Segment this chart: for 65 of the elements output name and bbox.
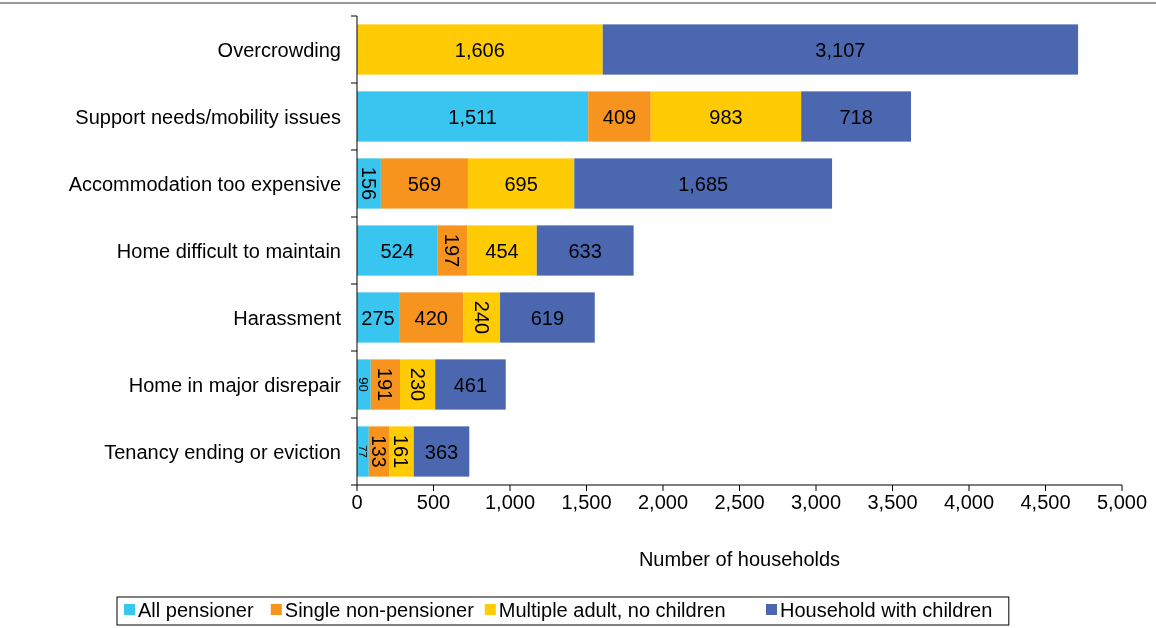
bar xyxy=(435,359,506,410)
data-label: 983 xyxy=(709,105,743,128)
bar xyxy=(380,158,468,209)
legend-label: Single non-pensioner xyxy=(284,599,475,621)
data-label: 1,685 xyxy=(678,172,729,195)
x-tick-label: 3,500 xyxy=(867,491,918,513)
data-label: 619 xyxy=(530,306,565,329)
bar xyxy=(500,292,595,343)
data-label: 524 xyxy=(380,239,414,262)
bar xyxy=(467,225,537,276)
bar xyxy=(588,91,651,142)
x-tick-label: 5,000 xyxy=(1096,491,1148,513)
x-tick-label: 1,000 xyxy=(484,491,536,513)
data-label: 240 xyxy=(470,300,493,335)
data-label: 1,606 xyxy=(454,38,505,61)
x-tick-label: 2,500 xyxy=(714,491,765,513)
data-label: 633 xyxy=(568,239,602,262)
bar xyxy=(357,24,603,75)
legend-label: Multiple adult, no children xyxy=(498,599,726,621)
data-label: 461 xyxy=(453,373,488,396)
y-tick-label: Tenancy ending or eviction xyxy=(104,440,341,463)
y-tick-label: Harassment xyxy=(233,306,342,329)
data-label: 197 xyxy=(441,233,464,268)
bar xyxy=(357,225,438,276)
data-label: 363 xyxy=(424,440,459,463)
x-tick-label: 4,500 xyxy=(1020,491,1071,513)
data-label: 275 xyxy=(361,306,395,329)
data-label: 1,511 xyxy=(448,105,497,128)
y-tick-label: Overcrowding xyxy=(217,38,341,61)
legend-label: All pensioner xyxy=(138,599,254,621)
data-label: 695 xyxy=(504,172,538,195)
data-label: 133 xyxy=(368,435,390,468)
bar xyxy=(467,158,575,209)
bar xyxy=(574,158,833,209)
data-label: 409 xyxy=(602,105,637,128)
data-label: 3,107 xyxy=(815,38,866,61)
data-label: 161 xyxy=(390,434,413,469)
bar xyxy=(413,426,470,477)
data-label: 569 xyxy=(407,172,442,195)
x-tick-label: 1,500 xyxy=(561,491,612,513)
data-label: 191 xyxy=(374,367,397,402)
x-tick-label: 500 xyxy=(416,491,451,513)
x-tick-label: 4,000 xyxy=(943,491,995,513)
data-label: 77 xyxy=(356,445,369,458)
y-tick-label: Home in major disrepair xyxy=(128,373,342,396)
x-tick-label: 0 xyxy=(351,491,363,513)
legend-label: Household with children xyxy=(780,599,993,621)
x-tick-label: 2,000 xyxy=(637,491,689,513)
data-label: 454 xyxy=(485,239,519,262)
data-label: 230 xyxy=(406,367,429,402)
bar xyxy=(801,91,912,142)
data-label: 90 xyxy=(356,377,372,392)
y-tick-label: Support needs/mobility issues xyxy=(75,105,341,128)
y-tick-label: Home difficult to maintain xyxy=(116,239,341,262)
x-axis-title: Number of households xyxy=(638,548,841,570)
data-label: 156 xyxy=(357,166,380,201)
x-tick-label: 3,000 xyxy=(790,491,842,513)
bar xyxy=(399,292,464,343)
data-label: 718 xyxy=(839,105,873,128)
bar xyxy=(536,225,634,276)
bar xyxy=(602,24,1079,75)
y-tick-label: Accommodation too expensive xyxy=(68,172,341,195)
bar xyxy=(357,91,589,142)
data-label: 420 xyxy=(414,306,448,329)
bar xyxy=(650,91,802,142)
